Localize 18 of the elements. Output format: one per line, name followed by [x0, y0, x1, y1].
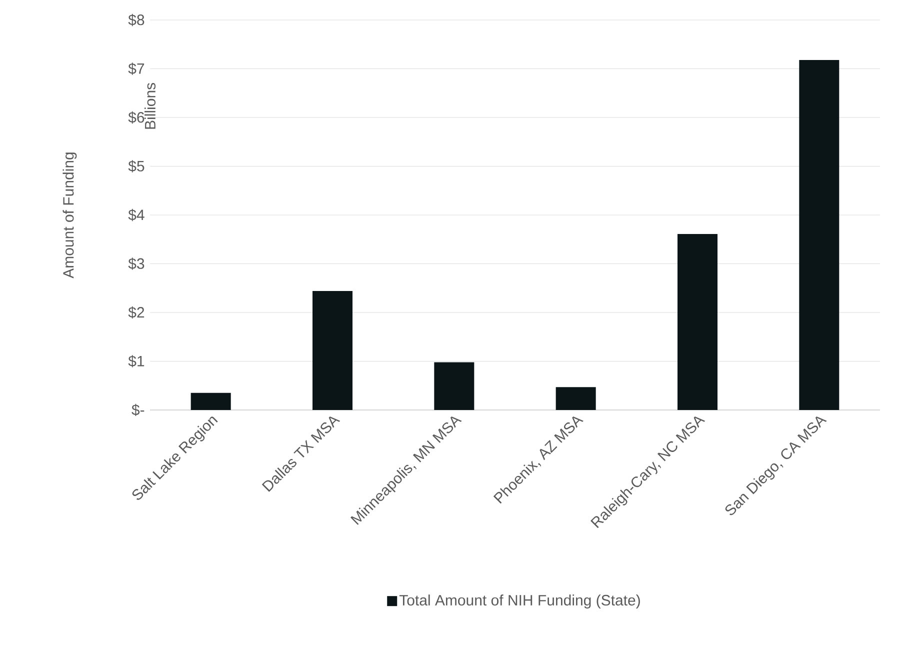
y-tick-label: $-: [132, 404, 144, 416]
bar: [312, 291, 353, 410]
y-tick-label: $3: [128, 258, 144, 270]
bar: [556, 387, 596, 410]
bar: [799, 60, 840, 410]
bar: [190, 392, 231, 410]
y-tick-label: $2: [128, 306, 144, 319]
legend-label: Total Amount of NIH Funding (State): [399, 594, 640, 608]
y-tick-label: $4: [128, 208, 144, 222]
bar: [434, 362, 474, 410]
y-tick-label: $5: [128, 160, 144, 172]
y-tick-label: $1: [128, 355, 144, 368]
y-axis-title: Amount of Funding: [62, 152, 77, 278]
y-tick-label: $8: [128, 14, 144, 26]
annotation: Billions: [144, 83, 156, 129]
y-tick-label: $7: [128, 62, 144, 75]
bar: [677, 234, 718, 410]
y-tick-label: $6: [128, 111, 144, 124]
